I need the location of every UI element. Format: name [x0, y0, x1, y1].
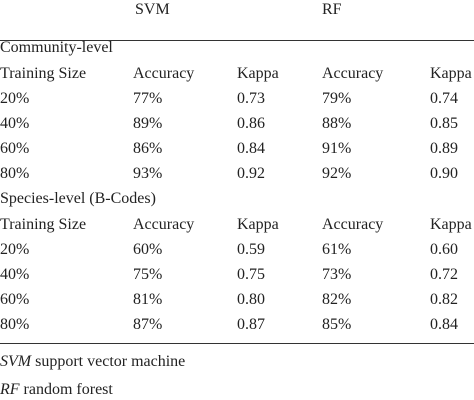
footnote: RF random forest [0, 380, 113, 400]
cell: 61% [322, 241, 352, 258]
cell: 60% [133, 241, 163, 258]
section-title: Species-level (B-Codes) [0, 190, 156, 207]
cell: 20% [0, 90, 30, 107]
cell: 40% [0, 115, 30, 132]
column-header: Accuracy [133, 65, 195, 82]
cell: 0.74 [430, 90, 458, 107]
cell: 60% [0, 140, 30, 157]
cell: 73% [322, 266, 352, 283]
cell: 20% [0, 241, 30, 258]
cell: 0.73 [237, 90, 265, 107]
column-header: Training Size [0, 65, 87, 82]
column-header: Accuracy [322, 65, 384, 82]
cell: 0.86 [237, 115, 265, 132]
cell: 0.59 [237, 241, 265, 258]
footnote-text: support vector machine [35, 353, 186, 370]
rule [0, 343, 474, 344]
cell: 0.84 [430, 316, 458, 333]
cell: 0.90 [430, 165, 458, 182]
cell: 80% [0, 165, 30, 182]
cell: 85% [322, 316, 352, 333]
cell: 0.60 [430, 241, 458, 258]
column-header: Kappa [237, 65, 279, 82]
cell: 0.75 [237, 266, 265, 283]
cell: 0.84 [237, 140, 265, 157]
cell: 60% [0, 291, 30, 308]
cell: 77% [133, 90, 163, 107]
cell: 89% [133, 115, 163, 132]
section-title: Community-level [0, 39, 113, 56]
footnote: SVM support vector machine [0, 352, 185, 372]
column-group-header: RF [322, 1, 342, 18]
cell: 80% [0, 316, 30, 333]
cell: 0.92 [237, 165, 265, 182]
cell: 81% [133, 291, 163, 308]
column-group-header: SVM [135, 1, 170, 18]
cell: 0.82 [430, 291, 458, 308]
cell: 91% [322, 140, 352, 157]
cell: 92% [322, 165, 352, 182]
footnote-abbr: SVM [0, 353, 32, 370]
cell: 0.87 [237, 316, 265, 333]
cell: 93% [133, 165, 163, 182]
cell: 75% [133, 266, 163, 283]
cell: 88% [322, 115, 352, 132]
column-header: Kappa [237, 216, 279, 233]
column-header: Training Size [0, 216, 87, 233]
cell: 0.72 [430, 266, 458, 283]
rule [0, 40, 474, 41]
column-header: Accuracy [322, 216, 384, 233]
column-header: Kappa [430, 216, 472, 233]
cell: 82% [322, 291, 352, 308]
cell: 0.89 [430, 140, 458, 157]
cell: 40% [0, 266, 30, 283]
cell: 0.80 [237, 291, 265, 308]
cell: 0.85 [430, 115, 458, 132]
cell: 79% [322, 90, 352, 107]
footnote-abbr: RF [0, 381, 20, 398]
cell: 87% [133, 316, 163, 333]
column-header: Accuracy [133, 216, 195, 233]
footnote-text: random forest [23, 381, 113, 398]
column-header: Kappa [430, 65, 472, 82]
cell: 86% [133, 140, 163, 157]
